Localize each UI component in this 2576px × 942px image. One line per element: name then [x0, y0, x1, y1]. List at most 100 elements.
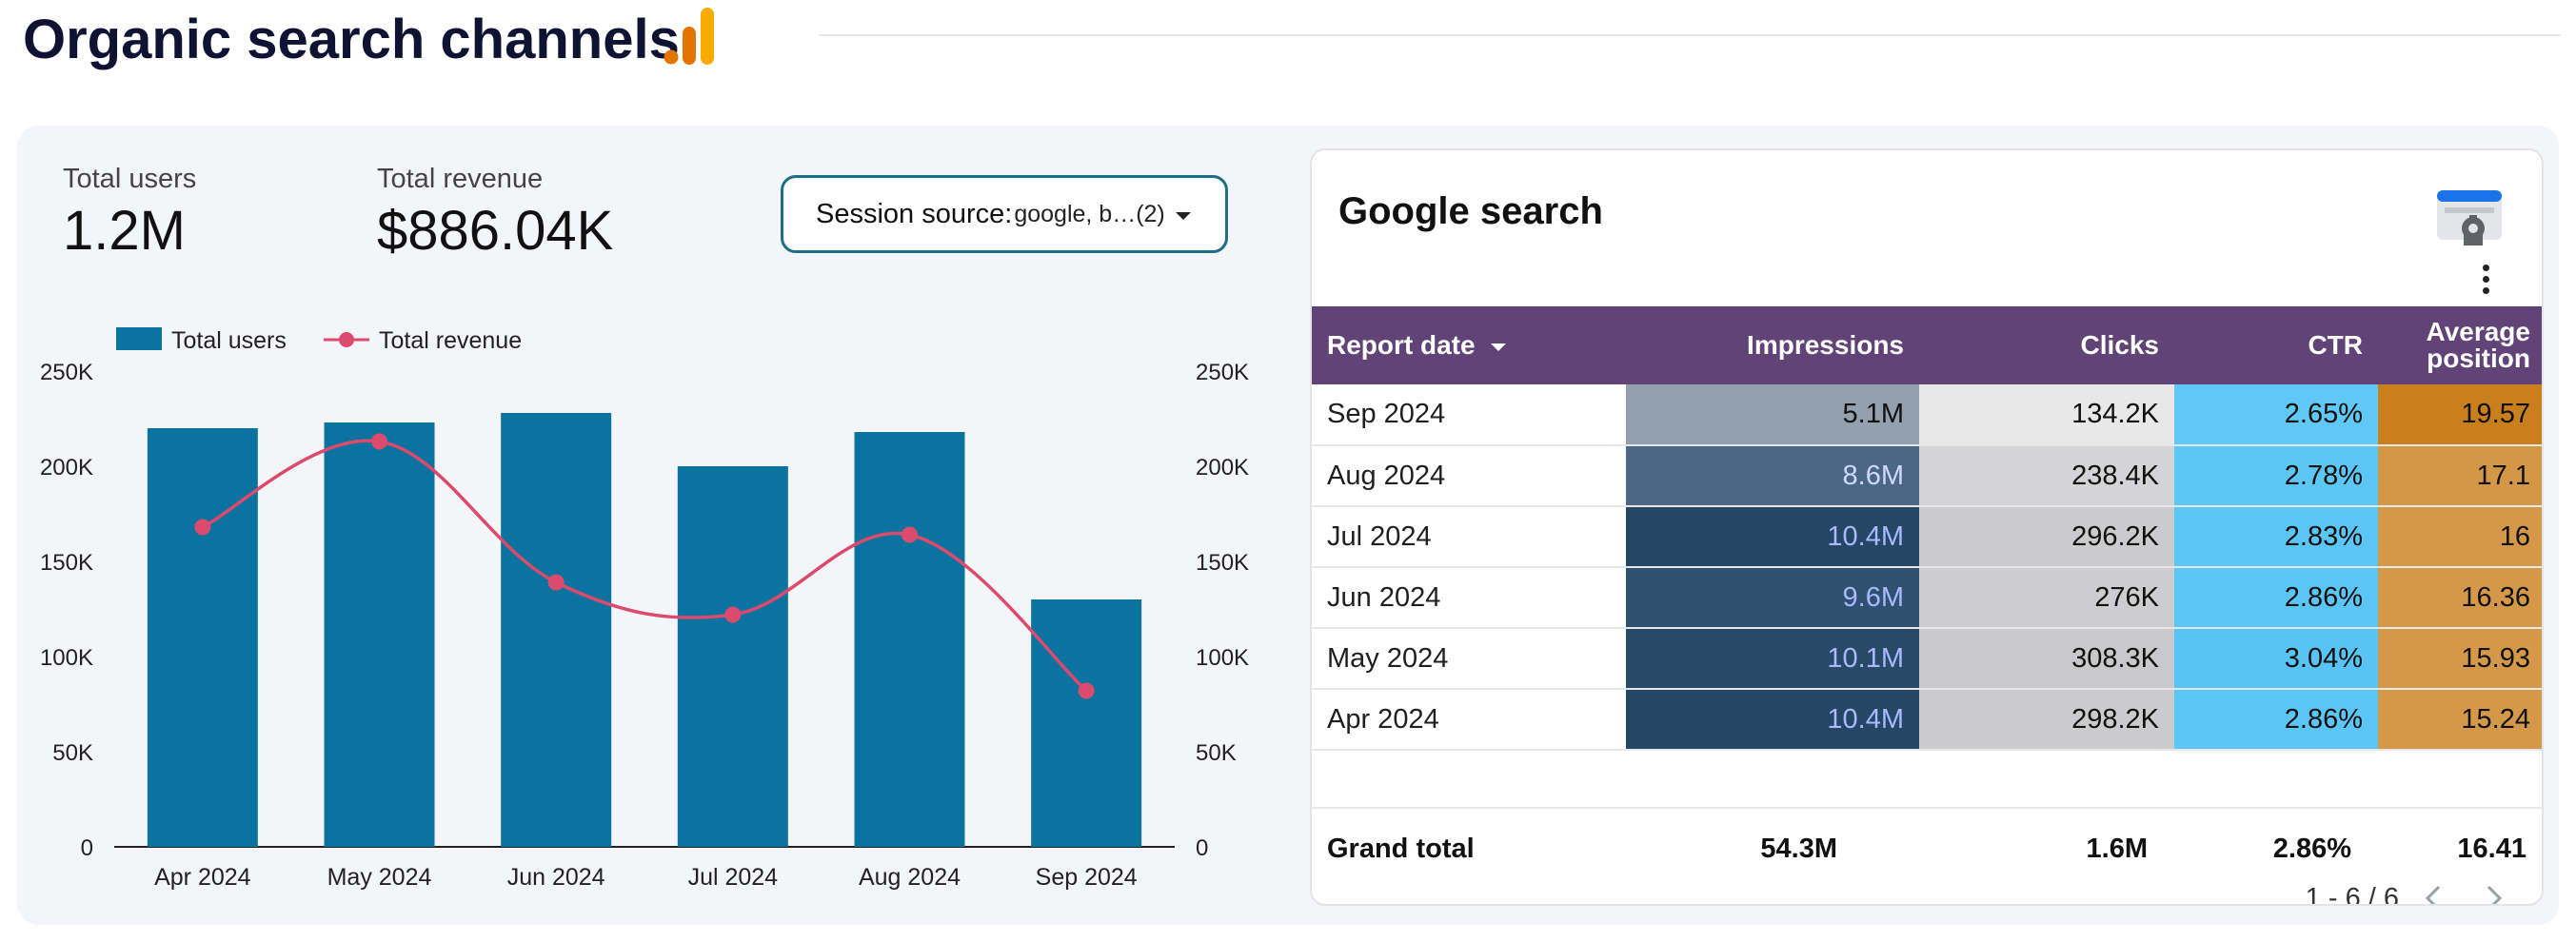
y-right-tick-label: 150K	[1196, 550, 1249, 576]
cell-clicks: 238.4K	[1919, 445, 2174, 507]
grand-total-label: Grand total	[1327, 834, 1475, 864]
users-bar[interactable]	[324, 422, 435, 847]
cell-report-date: Jul 2024	[1312, 506, 1626, 568]
column-clicks[interactable]: Clicks	[1919, 306, 2174, 384]
pager-range: 1 - 6 / 6	[2305, 883, 2399, 906]
cell-impressions: 5.1M	[1626, 384, 1919, 446]
cell-report-date: Sep 2024	[1312, 384, 1626, 446]
x-tick-label: Jul 2024	[688, 864, 779, 891]
legend-revenue-label: Total revenue	[379, 327, 522, 354]
chart-legend: Total users Total revenue	[116, 327, 522, 354]
revenue-series-line	[202, 439, 1088, 693]
users-revenue-chart: Total users Total revenue 0 50K 100K 150K 20…	[40, 327, 1249, 891]
google-search-table: Report date Impressions Clicks CTR Avera…	[1312, 306, 2542, 751]
revenue-point[interactable]	[194, 519, 211, 536]
google-search-title: Google search	[1338, 190, 1603, 232]
revenue-point[interactable]	[902, 526, 918, 543]
cell-clicks: 308.3K	[1919, 628, 2174, 690]
users-bar[interactable]	[501, 413, 612, 847]
grand-total-divider	[1312, 807, 2542, 809]
cell-ctr: 2.83%	[2174, 506, 2378, 568]
cell-impressions: 8.6M	[1626, 445, 1919, 507]
cell-ctr: 3.04%	[2174, 628, 2378, 690]
grand-total-clicks: 1.6M	[2086, 834, 2148, 864]
session-source-filter[interactable]: Session source: google, b… (2)	[781, 175, 1228, 253]
revenue-point[interactable]	[371, 433, 387, 450]
cell-average-position: 17.1	[2378, 445, 2542, 507]
revenue-point[interactable]	[547, 574, 565, 591]
kpi-users-label: Total users	[63, 164, 197, 194]
column-report-date[interactable]: Report date	[1312, 306, 1626, 384]
y-left-tick-label: 50K	[52, 740, 93, 766]
cell-average-position: 15.93	[2378, 628, 2542, 690]
page-title: Organic search channels	[23, 9, 680, 70]
google-search-card: Google search Report date Impressions Cl…	[1310, 148, 2544, 906]
revenue-point[interactable]	[1078, 682, 1095, 699]
column-ctr[interactable]: CTR	[2174, 306, 2378, 384]
x-tick-label: Jun 2024	[507, 864, 605, 891]
table-row[interactable]: Aug 2024 8.6M 238.4K 2.78% 17.1	[1312, 445, 2542, 507]
grand-total-ctr: 2.86%	[2272, 834, 2351, 864]
cell-clicks: 296.2K	[1919, 506, 2174, 568]
y-right-tick-label: 50K	[1196, 740, 1237, 766]
table-row[interactable]: Sep 2024 5.1M 134.2K 2.65% 19.57	[1312, 384, 2542, 446]
chevron-left-icon[interactable]	[2420, 881, 2448, 906]
y-left-tick-label: 200K	[40, 455, 93, 481]
cell-average-position: 15.24	[2378, 689, 2542, 751]
cell-report-date: Jun 2024	[1312, 567, 1626, 629]
cell-report-date: May 2024	[1312, 628, 1626, 690]
cell-ctr: 2.86%	[2174, 689, 2378, 751]
x-tick-label: May 2024	[327, 864, 432, 891]
chevron-down-icon	[1176, 212, 1191, 220]
users-bar[interactable]	[677, 466, 788, 847]
x-tick-label: Apr 2024	[154, 864, 251, 891]
kpi-total-revenue: Total revenue $886.04K	[377, 164, 613, 263]
kpi-revenue-label: Total revenue	[377, 164, 544, 194]
cell-ctr: 2.78%	[2174, 445, 2378, 507]
google-analytics-icon	[664, 8, 714, 65]
column-report-date-label: Report date	[1327, 330, 1476, 360]
more-options-icon[interactable]	[2481, 265, 2490, 299]
search-console-icon	[2437, 190, 2502, 245]
cell-ctr: 2.65%	[2174, 384, 2378, 446]
grand-total-impressions: 54.3M	[1760, 834, 1837, 864]
sort-caret-icon	[1490, 343, 1506, 351]
users-bar[interactable]	[854, 432, 965, 847]
cell-report-date: Aug 2024	[1312, 445, 1626, 507]
cell-impressions: 10.4M	[1626, 506, 1919, 568]
y-left-tick-label: 150K	[40, 550, 93, 576]
table-row[interactable]: May 2024 10.1M 308.3K 3.04% 15.93	[1312, 628, 2542, 690]
table-row[interactable]: Apr 2024 10.4M 298.2K 2.86% 15.24	[1312, 689, 2542, 751]
title-divider	[819, 34, 2561, 36]
cell-average-position: 16.36	[2378, 567, 2542, 629]
kpi-revenue-value: $886.04K	[377, 200, 614, 262]
column-impressions[interactable]: Impressions	[1626, 306, 1919, 384]
column-position-line2: position	[2427, 343, 2530, 373]
y-left-tick-label: 250K	[40, 360, 93, 385]
users-bar[interactable]	[147, 428, 258, 847]
y-right-tick-label: 100K	[1196, 645, 1249, 671]
users-bar[interactable]	[1031, 599, 1142, 847]
filter-value: google, b…	[1014, 200, 1137, 227]
x-tick-label: Aug 2024	[859, 864, 961, 891]
cell-clicks: 134.2K	[1919, 384, 2174, 446]
y-left-tick-label: 0	[81, 835, 93, 861]
cell-clicks: 276K	[1919, 567, 2174, 629]
y-left-tick-label: 100K	[40, 645, 93, 671]
revenue-point[interactable]	[724, 606, 742, 623]
x-tick-label: Sep 2024	[1036, 864, 1138, 891]
chevron-right-icon[interactable]	[2479, 881, 2507, 906]
kpi-users-value: 1.2M	[63, 200, 186, 262]
grand-total-position: 16.41	[2457, 834, 2526, 864]
filter-label: Session source:	[816, 198, 1013, 229]
cell-ctr: 2.86%	[2174, 567, 2378, 629]
table-row[interactable]: Jul 2024 10.4M 296.2K 2.83% 16	[1312, 506, 2542, 568]
table-row[interactable]: Jun 2024 9.6M 276K 2.86% 16.36	[1312, 567, 2542, 629]
legend-users-swatch	[116, 327, 162, 350]
cell-impressions: 10.4M	[1626, 689, 1919, 751]
column-average-position[interactable]: Average position	[2378, 306, 2542, 384]
y-right-tick-label: 0	[1196, 835, 1208, 861]
cell-impressions: 10.1M	[1626, 628, 1919, 690]
cell-report-date: Apr 2024	[1312, 689, 1626, 751]
table-header-row: Report date Impressions Clicks CTR Avera…	[1312, 306, 2542, 384]
